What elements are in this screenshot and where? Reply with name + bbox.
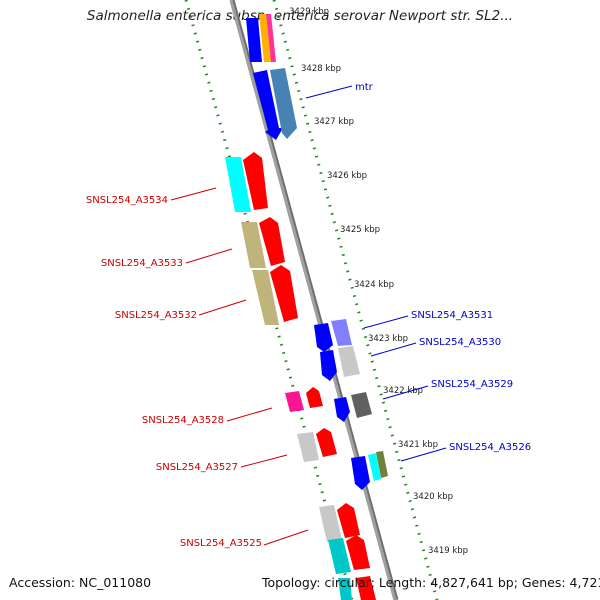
topology-summary: Topology: circular; Length: 4,827,641 bp… <box>262 575 600 590</box>
leader-snsl254-a3526 <box>400 447 447 462</box>
leader-snsl254-a3529 <box>382 385 429 400</box>
label-snsl254-a3532[interactable]: SNSL254_A3532 <box>115 310 197 321</box>
left-dotted-track <box>184 0 354 600</box>
tick-3427-kbp: 3427 kbp <box>314 117 354 127</box>
leader-snsl254-a3525 <box>263 529 309 546</box>
gene-snsl254-a3532[interactable] <box>252 265 298 325</box>
label-snsl254-a3534[interactable]: SNSL254_A3534 <box>86 195 168 206</box>
gene-snsl254-a3526[interactable] <box>351 451 388 490</box>
label-snsl254-a3525[interactable]: SNSL254_A3525 <box>180 538 262 549</box>
label-snsl254-a3528[interactable]: SNSL254_A3528 <box>142 415 224 426</box>
gene-snsl254-a3531[interactable] <box>314 319 352 352</box>
map-title: Salmonella enterica subsp. enterica sero… <box>86 8 514 24</box>
gene-snsl254-a3525[interactable] <box>319 503 360 542</box>
leader-mtr <box>305 85 353 99</box>
gene-snsl254-a3530[interactable] <box>320 346 360 381</box>
tick-3426-kbp: 3426 kbp <box>327 171 367 181</box>
gene-snsl254-a3534[interactable] <box>225 152 268 212</box>
gene-bottom-partial[interactable] <box>328 535 376 600</box>
leader-snsl254-a3533 <box>185 248 233 264</box>
tick-3422-kbp: 3422 kbp <box>383 386 423 396</box>
gene-snsl254-a3527[interactable] <box>297 428 337 462</box>
label-snsl254-a3533[interactable]: SNSL254_A3533 <box>101 258 183 269</box>
leader-snsl254-a3530 <box>370 342 417 357</box>
label-snsl254-a3529[interactable]: SNSL254_A3529 <box>431 379 513 390</box>
label-snsl254-a3531[interactable]: SNSL254_A3531 <box>411 310 493 321</box>
gene-mtr[interactable] <box>270 68 297 139</box>
label-snsl254-a3526[interactable]: SNSL254_A3526 <box>449 442 531 453</box>
tick-3423-kbp: 3423 kbp <box>368 334 408 344</box>
tick-3428-kbp: 3428 kbp <box>301 64 341 74</box>
tick-3420-kbp: 3420 kbp <box>413 492 453 502</box>
gene-snsl254-a3533[interactable] <box>241 217 285 268</box>
label-mtr[interactable]: mtr <box>355 82 374 93</box>
accession-label: Accession: NC_011080 <box>9 575 152 590</box>
tick-3421-kbp: 3421 kbp <box>398 440 438 450</box>
label-snsl254-a3530[interactable]: SNSL254_A3530 <box>419 337 501 348</box>
gene-snsl254-a3528[interactable] <box>285 387 323 412</box>
tick-3429-kbp: 3429 kbp <box>289 7 329 17</box>
leader-snsl254-a3531 <box>363 315 409 329</box>
tick-3425-kbp: 3425 kbp <box>340 225 380 235</box>
leader-snsl254-a3534 <box>170 187 217 201</box>
leader-snsl254-a3528 <box>226 407 273 422</box>
tick-3424-kbp: 3424 kbp <box>354 280 394 290</box>
gene-forward-blue-3427[interactable] <box>253 70 283 140</box>
gene-snsl254-a3529[interactable] <box>334 392 372 422</box>
leader-snsl254-a3527 <box>240 454 288 468</box>
gene-top-partial[interactable] <box>246 14 276 62</box>
label-snsl254-a3527[interactable]: SNSL254_A3527 <box>156 462 238 473</box>
backbone <box>229 0 397 600</box>
leader-snsl254-a3532 <box>198 299 247 316</box>
tick-3419-kbp: 3419 kbp <box>428 546 468 556</box>
